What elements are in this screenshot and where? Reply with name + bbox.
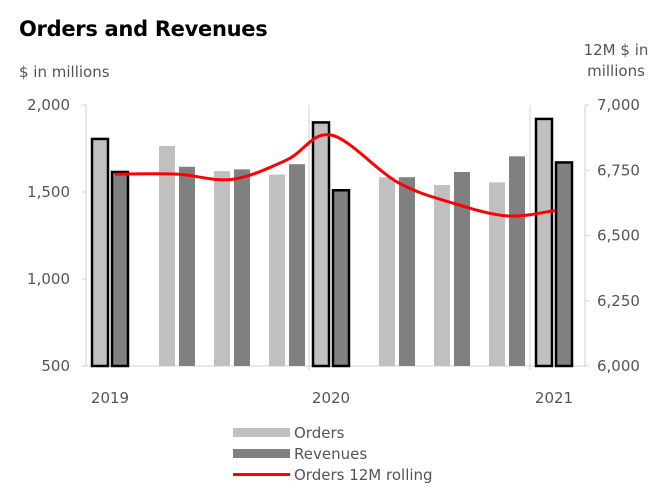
legend-swatch-revenues <box>233 449 290 458</box>
right-tick-label: 7,000 <box>597 96 640 114</box>
left-tick-label: 500 <box>41 357 70 375</box>
bar-orders <box>214 171 230 366</box>
right-axis-label: 12M $ in millions <box>566 40 666 82</box>
bar-revenues <box>399 177 415 366</box>
bar-revenues <box>331 189 351 368</box>
bar-orders <box>159 145 175 366</box>
bar-orders <box>311 121 331 368</box>
left-tick-label: 2,000 <box>27 96 70 114</box>
x-tick-label: 2021 <box>535 389 573 407</box>
left-tick-label: 1,000 <box>27 270 70 288</box>
bar-revenues <box>234 169 250 366</box>
line-orders-12m-rolling <box>114 133 556 218</box>
legend-label-orders: Orders <box>294 423 345 442</box>
legend: Orders Revenues Orders 12M rolling <box>233 422 433 485</box>
legend-item-rolling: Orders 12M rolling <box>233 464 433 485</box>
bar-orders <box>434 185 450 366</box>
bar-revenues <box>454 171 470 366</box>
bar-revenues <box>110 170 130 368</box>
bar-orders <box>379 177 395 366</box>
legend-swatch-rolling <box>233 473 290 476</box>
x-tick-label: 2020 <box>312 389 350 407</box>
bar-orders <box>534 117 554 368</box>
right-tick-label: 6,000 <box>597 357 640 375</box>
chart-title: Orders and Revenues <box>19 17 268 41</box>
right-tick-label: 6,250 <box>597 292 640 310</box>
bar-revenues <box>554 161 574 368</box>
legend-label-rolling: Orders 12M rolling <box>294 465 433 484</box>
left-axis-label: $ in millions <box>19 63 110 81</box>
bar-revenues <box>179 166 195 366</box>
right-tick-label: 6,500 <box>597 227 640 245</box>
legend-item-orders: Orders <box>233 422 433 443</box>
legend-label-revenues: Revenues <box>294 444 368 463</box>
right-tick-label: 6,750 <box>597 161 640 179</box>
x-tick-label: 2019 <box>91 389 129 407</box>
left-tick-label: 1,500 <box>27 183 70 201</box>
right-axis-label-line1: 12M $ in <box>583 41 649 59</box>
legend-swatch-orders <box>233 428 290 437</box>
bar-revenues <box>289 164 305 366</box>
bar-orders <box>90 137 110 368</box>
bar-revenues <box>509 156 525 366</box>
legend-item-revenues: Revenues <box>233 443 433 464</box>
bar-orders <box>489 182 505 366</box>
right-axis-label-line2: millions <box>587 62 645 80</box>
bar-orders <box>269 174 285 366</box>
